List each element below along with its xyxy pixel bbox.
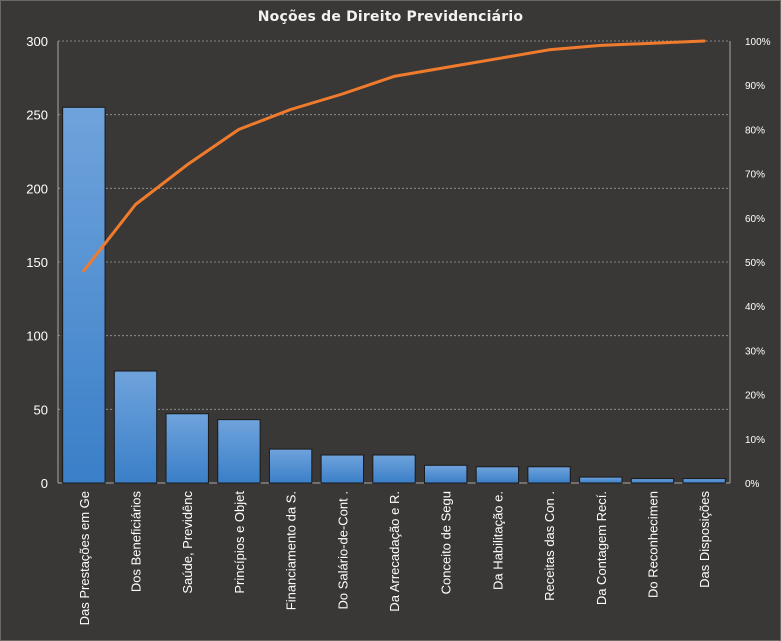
x-tick-label: Da Habilitação e.: [490, 491, 505, 590]
x-tick-label: Princípios e Objet: [232, 491, 247, 594]
y-tick-label: 150: [26, 255, 48, 270]
bar: [579, 476, 623, 484]
bar: [62, 106, 106, 484]
y2-tick-label: 30%: [745, 346, 765, 357]
y2-tick-label: 80%: [745, 125, 765, 136]
bar: [217, 419, 261, 484]
x-tick-label: Das Prestações em Ge: [77, 491, 92, 625]
x-tick-label: Saúde, Previdênc: [180, 491, 195, 594]
x-tick-label: Das Disposições: [697, 491, 712, 588]
y2-tick-label: 10%: [745, 435, 765, 446]
y-axis-ticks: 0 50 100 150 200 250 300: [26, 34, 48, 491]
y2-tick-label: 20%: [745, 391, 765, 402]
y-tick-label: 300: [26, 34, 48, 49]
y2-tick-label: 100%: [745, 37, 771, 48]
y2-tick-label: 60%: [745, 214, 765, 225]
cumulative-line: [82, 39, 706, 273]
x-tick-label: Dos Beneficiários: [129, 491, 144, 593]
bar: [165, 413, 209, 484]
x-tick-label: Da Arrecadação e R.: [387, 491, 402, 612]
chart-title: Noções de Direito Previdenciário: [257, 9, 524, 25]
x-tick-label: Financiamento da S.: [284, 491, 299, 610]
bar: [475, 466, 520, 484]
gridlines: [58, 40, 730, 410]
y2-tick-label: 40%: [745, 302, 765, 313]
x-tick-label: Receitas das Con .: [542, 491, 557, 601]
bar: [113, 370, 158, 484]
bar: [630, 478, 675, 484]
x-tick-label: Do Salário-de-Cont .: [335, 491, 350, 610]
bar: [682, 478, 726, 484]
y-tick-label: 250: [26, 108, 48, 123]
y2-tick-label: 70%: [745, 170, 765, 181]
x-tick-label: Conceito de Segu: [439, 491, 454, 594]
x-tick-label: Do Reconhecimen: [645, 491, 660, 598]
y-tick-label: 0: [41, 476, 48, 491]
bars: [62, 106, 726, 484]
y2-axis-ticks: 0% 10% 20% 30% 40% 50% 60% 70% 80% 90% 100%: [745, 37, 771, 490]
y2-tick-label: 0%: [745, 479, 760, 490]
x-tick-label: Da Contagem Recí.: [594, 491, 609, 605]
y-tick-label: 50: [34, 402, 48, 417]
bar: [423, 464, 468, 484]
bar: [527, 466, 571, 484]
y-tick-label: 100: [26, 329, 48, 344]
bar: [372, 454, 416, 484]
y2-tick-label: 90%: [745, 81, 765, 92]
y-tick-label: 200: [26, 181, 48, 196]
y2-tick-label: 50%: [745, 258, 765, 269]
bar: [268, 448, 313, 484]
cumulative-percent-line: [82, 39, 706, 273]
x-axis-ticks: Das Prestações em Ge Dos Beneficiários Saú…: [77, 491, 712, 626]
bar: [320, 454, 365, 484]
